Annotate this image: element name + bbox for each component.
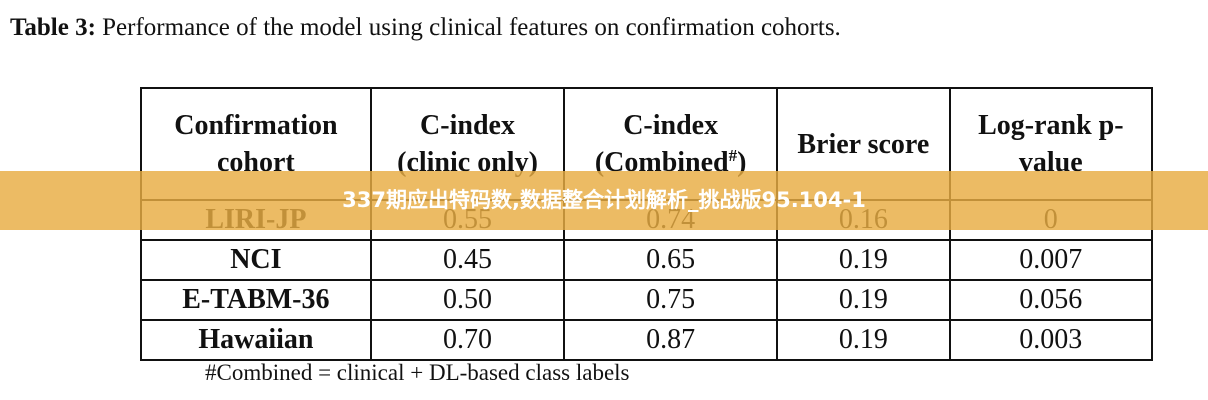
value-cell: 0.65 [563, 239, 779, 281]
caption-text: Performance of the model using clinical … [95, 14, 841, 41]
cohort-cell: NCI [140, 239, 372, 281]
table-row: NCI 0.45 0.65 0.19 0.007 [140, 239, 1154, 281]
cohort-cell: Hawaiian [140, 319, 372, 361]
value-cell: 0.007 [948, 239, 1154, 281]
caption-label: Table 3: [10, 14, 96, 41]
header-superscript: # [728, 146, 738, 165]
value-cell: 0.19 [776, 239, 951, 281]
table-row: Hawaiian 0.70 0.87 0.19 0.003 [140, 319, 1154, 361]
header-text: C-index (Combined [594, 110, 729, 178]
value-cell: 0.50 [369, 279, 566, 321]
banner: 337期应出特码数,数据整合计划解析_挑战版95.104-1 [0, 171, 1208, 230]
value-cell: 0.19 [776, 279, 951, 321]
footnote: #Combined = clinical + DL-based class la… [205, 360, 630, 385]
value-cell: 0.19 [776, 319, 951, 361]
value-cell: 0.75 [563, 279, 779, 321]
value-cell: 0.70 [369, 319, 566, 361]
value-cell: 0.45 [369, 239, 566, 281]
caption: Table 3: Performance of the model using … [10, 14, 841, 42]
value-cell: 0.87 [563, 319, 779, 361]
header-text: ) [737, 147, 747, 178]
value-cell: 0.056 [948, 279, 1154, 321]
table-row: E-TABM-36 0.50 0.75 0.19 0.056 [140, 279, 1154, 321]
cohort-cell: E-TABM-36 [140, 279, 372, 321]
value-cell: 0.003 [948, 319, 1154, 361]
